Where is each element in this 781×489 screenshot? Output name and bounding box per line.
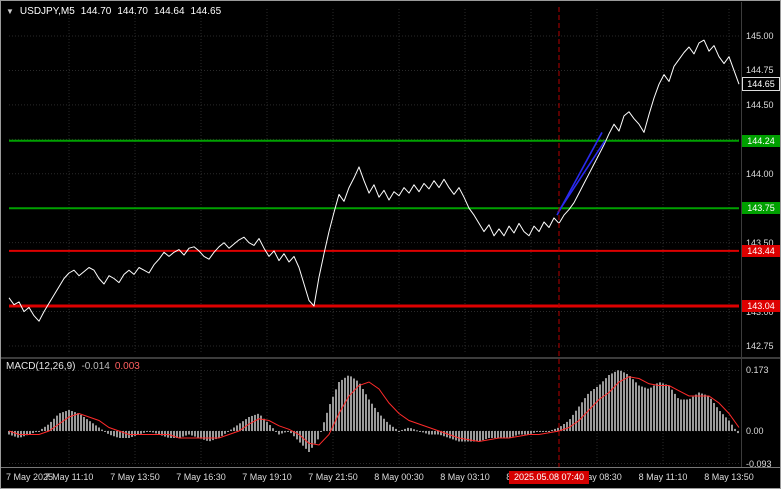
ohlc-high: 144.70 [117,6,148,17]
ohlc-close: 144.65 [190,6,222,17]
current-price-tag: 144.65 [742,77,780,92]
macd-indicator-label: MACD(12,26,9) -0.014 0.003 [6,361,140,372]
macd-axis-label: 0.00 [746,426,764,436]
price-axis-label: 142.75 [746,341,774,351]
time-axis-label: 8 May 13:50 [704,472,754,482]
macd-axis-label: 0.173 [746,365,769,376]
symbol-timeframe: USDJPY,M5 [19,6,75,17]
time-axis-label: 7 May 16:30 [176,472,226,482]
time-axis-label: 8 May 03:10 [440,472,490,482]
macd-signal-line [8,376,740,446]
chart-title: ▼ USDJPY,M5 144.70 144.70 144.64 144.65 [6,6,227,17]
macd-name: MACD(12,26,9) [6,361,76,372]
price-axis-label: 143.50 [746,237,774,248]
price-level-tag: 143.44 [742,244,780,257]
price-line [8,39,740,322]
vline-time-tag: 2025.05.08 07:40 [509,471,589,484]
time-axis-label: 7 May 21:50 [308,472,358,482]
time-axis-label: 7 May 19:10 [242,472,292,482]
macd-axis-label: -0.093 [746,458,772,469]
ohlc-low: 144.64 [153,6,185,17]
symbol-dropdown-icon[interactable]: ▼ [6,7,14,16]
macd-signal-value: 0.003 [114,361,140,372]
price-level-tag: 143.04 [742,300,780,313]
price-level-tag: 143.75 [742,202,780,215]
macd-histogram [8,370,739,452]
price-axis-label: 144.50 [746,99,774,110]
time-axis-label: 7 May 13:50 [110,472,160,482]
price-axis-label: 144.75 [746,65,774,76]
time-axis-label: 7 May 11:10 [44,472,94,482]
ohlc-open: 144.70 [80,6,112,17]
trend-line[interactable] [557,140,606,213]
price-axis-label: 144.00 [746,168,774,179]
price-level-tag: 144.24 [742,134,780,147]
time-axis-label: 8 May 11:10 [638,472,688,482]
time-axis-label: 8 May 00:30 [374,472,424,482]
time-axis-label: 8 May 08:30 [572,472,622,482]
time-axis-label: 7 May 2025 [6,472,54,482]
macd-main-value: -0.014 [81,361,110,372]
price-axis-label: 145.00 [746,31,774,41]
